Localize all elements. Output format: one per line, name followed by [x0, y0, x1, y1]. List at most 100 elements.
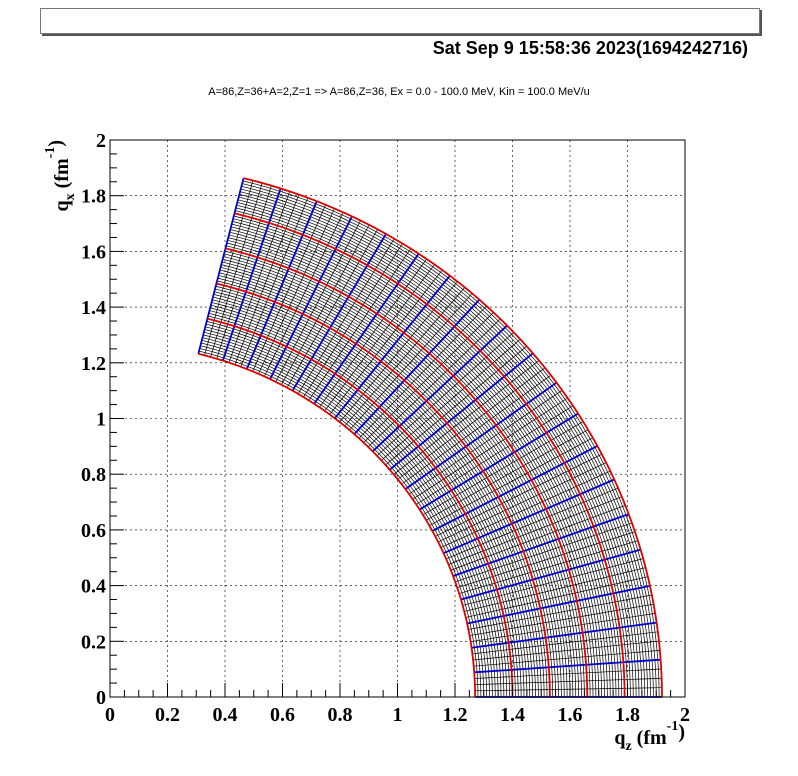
- fine-arc-line: [233, 215, 623, 698]
- fine-radial-line: [468, 594, 652, 630]
- fine-radial-line: [339, 281, 458, 423]
- tick-labels: 0 0.2 0.4 0.6 0.8 1 1.2 1.4 1.6 1.8 2 0 0.2 0.4 0.6 0.8…: [81, 130, 690, 726]
- fine-arc-line: [239, 194, 646, 698]
- fine-arc-line: [206, 321, 510, 698]
- axis-title-part: -1: [43, 147, 58, 159]
- fine-arc-line: [203, 331, 499, 698]
- fine-arc-line: [205, 326, 505, 698]
- y-tick-label: 1.8: [81, 186, 106, 208]
- y-tick-label: 1: [96, 409, 106, 431]
- fine-arc-line: [213, 294, 539, 698]
- axis-title-part: q: [51, 200, 73, 211]
- blue-angle-line: [269, 215, 353, 380]
- y-tick-label: 0.6: [81, 520, 106, 542]
- fine-arc-line: [205, 323, 508, 698]
- fine-radial-line: [465, 576, 648, 618]
- blue-angle-line: [389, 352, 534, 471]
- fine-arc-line: [201, 342, 487, 698]
- red-momentum-arc: [243, 177, 663, 698]
- y-tick-label: 0.8: [81, 464, 106, 486]
- fine-arc-line: [212, 299, 533, 698]
- fine-arc-line: [237, 199, 640, 698]
- fine-radial-line: [234, 194, 300, 365]
- fine-radial-line: [464, 567, 646, 612]
- fine-radial-line: [381, 338, 521, 461]
- x-tick-label: 0.8: [328, 704, 353, 726]
- fine-radial-line: [367, 318, 501, 448]
- grid: [110, 140, 685, 697]
- fine-arc-line: [207, 315, 516, 698]
- fine-arc-line: [215, 285, 548, 698]
- fine-radial-line: [429, 437, 593, 526]
- fine-arc-line: [201, 339, 490, 698]
- x-tick-label: 1.6: [558, 704, 583, 726]
- fine-arc-line: [230, 229, 608, 698]
- fine-radial-line: [204, 180, 254, 356]
- axis-title-part: (fm: [632, 727, 667, 749]
- fine-arc-line: [221, 261, 574, 698]
- fine-radial-line: [412, 397, 568, 500]
- blue-angle-line: [291, 233, 387, 392]
- fine-radial-line: [459, 540, 638, 594]
- fine-radial-line: [455, 522, 633, 583]
- blue-angle-line: [245, 200, 318, 370]
- fine-arc-line: [233, 218, 620, 698]
- blue-angle-line: [372, 324, 508, 452]
- chart-subtitle: A=86,Z=36+A=2,Z=1 => A=86,Z=36, Ex = 0.0…: [208, 86, 590, 98]
- y-tick-label: 0.2: [81, 631, 106, 653]
- x-tick-label: 0.2: [155, 704, 180, 726]
- fine-radial-line: [475, 687, 662, 692]
- fine-arc-line: [235, 210, 628, 698]
- blue-angle-line: [197, 177, 245, 355]
- timestamp-label: Sat Sep 9 15:58:36 2023(1694242716): [432, 38, 748, 58]
- fine-arc-line: [210, 304, 528, 698]
- fine-arc-line: [214, 288, 545, 698]
- fine-arc-line: [228, 237, 600, 698]
- fine-arc-line: [226, 242, 594, 698]
- fine-radial-line: [344, 287, 466, 427]
- fine-arc-line: [229, 231, 605, 698]
- fine-radial-line: [445, 487, 619, 560]
- fine-arc-line: [228, 234, 602, 698]
- fine-radial-line: [376, 332, 514, 457]
- red-momentum-arc: [198, 352, 477, 698]
- y-tick-label: 0.4: [81, 576, 106, 598]
- fine-radial-line: [448, 496, 622, 565]
- fine-radial-line: [435, 453, 602, 537]
- fine-arc-line: [217, 277, 556, 698]
- fine-radial-line: [210, 182, 263, 358]
- fine-arc-line: [210, 307, 525, 698]
- fine-radial-line: [440, 470, 611, 548]
- y-tick-label: 2: [96, 130, 106, 152]
- fine-radial-line: [401, 374, 552, 485]
- fine-arc-line: [209, 310, 522, 698]
- x-tick-label: 2: [680, 704, 690, 726]
- x-tick-label: 1.4: [500, 704, 525, 726]
- blue-angle-line: [404, 381, 558, 490]
- fine-radial-line: [393, 360, 540, 475]
- fine-radial-line: [470, 613, 656, 643]
- red-momentum-arc: [234, 212, 626, 698]
- fine-arc-line: [208, 312, 519, 698]
- fine-radial-line: [281, 224, 370, 385]
- fine-arc-line: [223, 253, 582, 698]
- fine-arc-line: [199, 348, 482, 698]
- fine-radial-line: [363, 312, 494, 443]
- y-axis-title: qx (fm-1): [43, 140, 78, 211]
- fine-arc-line: [214, 291, 542, 698]
- fine-radial-line: [240, 197, 309, 367]
- fine-arc-line: [241, 185, 654, 698]
- blue-angle-line: [466, 584, 651, 625]
- fine-radial-line: [462, 558, 644, 606]
- fine-radial-line: [286, 229, 378, 388]
- fine-radial-line: [329, 269, 443, 415]
- y-tick-label: 1.4: [81, 297, 106, 319]
- blue-angle-line: [474, 658, 661, 674]
- fine-radial-line: [416, 405, 574, 505]
- fine-arc-line: [242, 183, 657, 698]
- fine-arc-line: [237, 202, 637, 698]
- axis-ticks: [109, 139, 686, 698]
- fine-radial-line: [397, 367, 546, 480]
- fine-arc-line: [204, 329, 502, 698]
- blue-angle-line: [443, 478, 615, 554]
